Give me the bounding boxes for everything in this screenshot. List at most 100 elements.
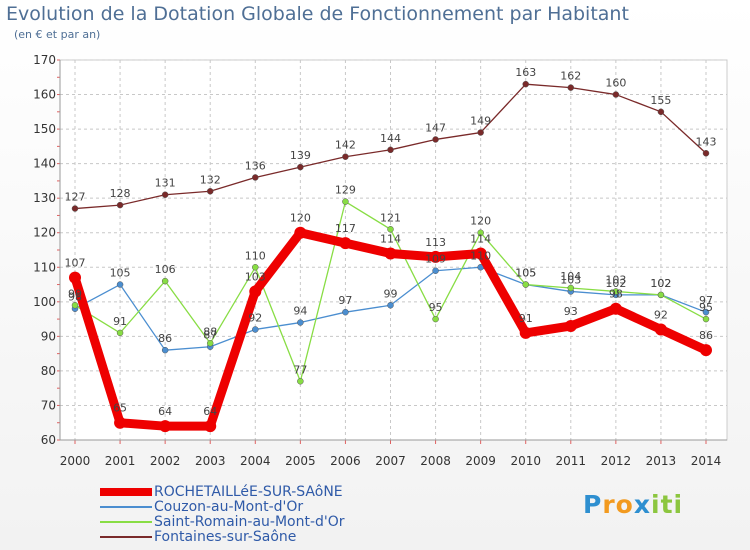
data-label: 103 — [245, 270, 266, 283]
data-point — [702, 308, 710, 316]
data-point — [159, 420, 172, 433]
x-tick-label: 2002 — [150, 454, 181, 468]
data-label: 127 — [65, 191, 86, 204]
data-label: 64 — [203, 405, 217, 418]
data-point — [161, 346, 169, 354]
data-point — [612, 288, 620, 295]
data-label: 107 — [65, 257, 86, 270]
data-point — [429, 250, 442, 263]
data-point — [339, 237, 352, 250]
data-label: 105 — [515, 267, 536, 280]
legend-swatch — [100, 487, 152, 496]
data-label: 103 — [560, 273, 581, 286]
data-label: 149 — [470, 115, 491, 128]
data-point — [567, 284, 575, 292]
logo-letter: o — [615, 490, 634, 519]
x-tick-label: 2010 — [510, 454, 541, 468]
data-label: 131 — [155, 177, 176, 190]
data-point — [432, 267, 439, 274]
data-point — [474, 247, 487, 260]
x-tick-label: 2004 — [240, 454, 271, 468]
data-label: 97 — [338, 294, 352, 307]
x-tick-label: 2005 — [285, 454, 316, 468]
data-point — [71, 302, 79, 309]
data-label: 128 — [110, 187, 131, 200]
data-label: 102 — [650, 277, 671, 290]
data-label: 97 — [699, 294, 713, 307]
y-tick-label: 80 — [41, 364, 56, 378]
x-tick-label: 2011 — [556, 454, 587, 468]
data-label: 110 — [245, 249, 266, 262]
logo-letter: x — [633, 490, 651, 519]
x-tick-label: 2006 — [330, 454, 361, 468]
data-point — [342, 308, 349, 316]
data-point — [567, 84, 575, 91]
data-point — [387, 146, 394, 154]
x-tick-label: 2009 — [465, 454, 496, 468]
data-label: 136 — [245, 159, 266, 172]
legend-item: Couzon-au-Mont-d'Or — [100, 499, 345, 515]
data-point — [432, 315, 439, 323]
legend-swatch — [100, 520, 152, 523]
x-tick-label: 2008 — [420, 454, 451, 468]
data-point — [519, 326, 532, 339]
data-label: 86 — [158, 332, 172, 345]
data-point — [249, 285, 262, 298]
data-point — [71, 205, 79, 212]
data-point — [116, 281, 124, 288]
data-label: 94 — [293, 305, 307, 318]
data-point — [116, 201, 124, 209]
data-label: 77 — [293, 363, 307, 376]
legend-item: Saint-Romain-au-Mont-d'Or — [100, 514, 345, 530]
data-point — [700, 344, 712, 357]
data-label: 93 — [564, 305, 578, 318]
data-point — [654, 323, 667, 336]
data-point — [702, 315, 710, 323]
data-label: 105 — [515, 267, 536, 280]
data-label: 65 — [113, 402, 127, 415]
data-label: 95 — [699, 301, 713, 314]
data-label: 64 — [158, 405, 172, 418]
legend-swatch — [100, 505, 152, 508]
data-point — [204, 420, 217, 433]
data-label: 92 — [248, 311, 262, 324]
data-label: 114 — [380, 232, 401, 245]
y-tick-label: 70 — [41, 398, 56, 412]
data-label: 91 — [113, 315, 127, 328]
data-point — [69, 271, 81, 284]
logo-letter: P — [583, 490, 603, 519]
data-label: 144 — [380, 132, 401, 145]
x-tick-label: 2001 — [105, 454, 136, 468]
data-label: 117 — [335, 222, 356, 235]
data-point — [297, 378, 304, 385]
data-point — [116, 329, 124, 337]
legend-label: Fontaines-sur-Saône — [154, 528, 297, 545]
data-point — [206, 188, 214, 195]
data-point — [657, 108, 665, 116]
data-point — [161, 277, 169, 285]
logo-letter: t — [660, 490, 674, 519]
data-label: 109 — [425, 253, 446, 266]
data-point — [432, 136, 439, 143]
chart-subtitle: (en € et par an) — [14, 28, 101, 41]
y-tick-label: 160 — [33, 88, 56, 102]
data-point — [387, 302, 394, 309]
data-label: 139 — [290, 149, 311, 162]
data-label: 160 — [605, 77, 626, 90]
data-label: 121 — [380, 211, 401, 224]
data-point — [252, 264, 259, 271]
logo-letter: r — [602, 490, 616, 519]
legend-item: Fontaines-sur-Saône — [100, 528, 345, 545]
data-point — [342, 153, 349, 160]
y-tick-label: 170 — [33, 53, 56, 67]
x-tick-label: 2012 — [601, 454, 632, 468]
y-tick-label: 60 — [41, 433, 56, 447]
y-tick-label: 150 — [33, 122, 56, 136]
data-point — [252, 174, 259, 181]
data-point — [384, 247, 397, 260]
data-point — [297, 319, 304, 326]
legend: ROCHETAILLéE-SUR-SAôNE Couzon-au-Mont-d'O… — [100, 484, 345, 545]
data-label: 95 — [429, 301, 443, 314]
data-point — [477, 129, 484, 136]
